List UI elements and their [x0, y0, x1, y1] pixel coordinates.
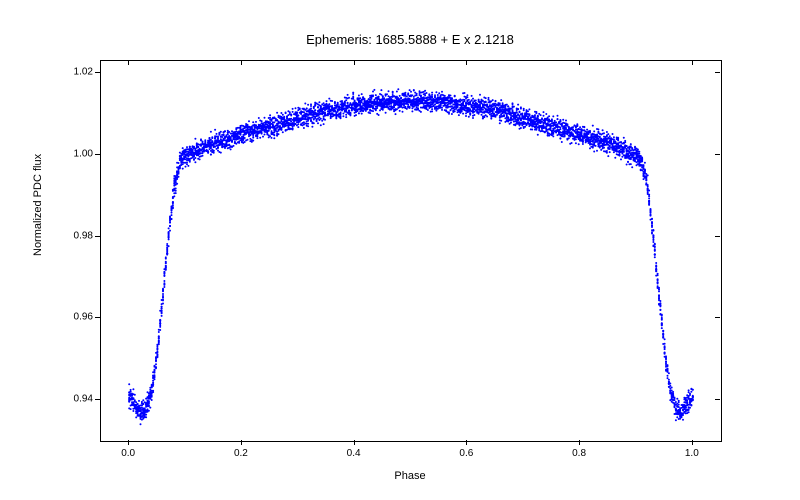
- x-tick: [128, 60, 129, 65]
- x-tick: [692, 440, 693, 445]
- y-tick: [715, 317, 720, 318]
- y-tick: [95, 72, 100, 73]
- chart-title: Ephemeris: 1685.5888 + E x 2.1218: [100, 32, 720, 47]
- x-tick-label: 1.0: [685, 448, 699, 459]
- x-tick-label: 0.4: [347, 448, 361, 459]
- x-tick: [692, 60, 693, 65]
- x-axis-label: Phase: [100, 470, 720, 482]
- y-tick-label: 0.96: [55, 312, 93, 323]
- y-tick: [95, 399, 100, 400]
- x-tick: [241, 440, 242, 445]
- x-tick-label: 0.2: [234, 448, 248, 459]
- x-tick: [579, 60, 580, 65]
- y-tick: [95, 154, 100, 155]
- x-tick: [354, 60, 355, 65]
- plot-area: [100, 60, 722, 442]
- x-tick-label: 0.0: [121, 448, 135, 459]
- chart-container: Ephemeris: 1685.5888 + E x 2.1218 Phase …: [0, 0, 800, 500]
- y-tick: [715, 236, 720, 237]
- x-tick: [128, 440, 129, 445]
- y-tick-label: 0.98: [55, 230, 93, 241]
- y-tick-label: 1.02: [55, 67, 93, 78]
- y-tick: [95, 317, 100, 318]
- y-tick-label: 0.94: [55, 394, 93, 405]
- x-tick: [466, 440, 467, 445]
- y-axis-label: Normalized PDC flux: [32, 236, 44, 256]
- y-tick: [715, 72, 720, 73]
- x-tick: [579, 440, 580, 445]
- x-tick: [241, 60, 242, 65]
- y-tick: [715, 154, 720, 155]
- x-tick: [466, 60, 467, 65]
- x-tick: [354, 440, 355, 445]
- y-tick: [95, 236, 100, 237]
- y-tick-label: 1.00: [55, 148, 93, 159]
- x-tick-label: 0.8: [572, 448, 586, 459]
- scatter-layer: [101, 61, 721, 441]
- y-tick: [715, 399, 720, 400]
- x-tick-label: 0.6: [459, 448, 473, 459]
